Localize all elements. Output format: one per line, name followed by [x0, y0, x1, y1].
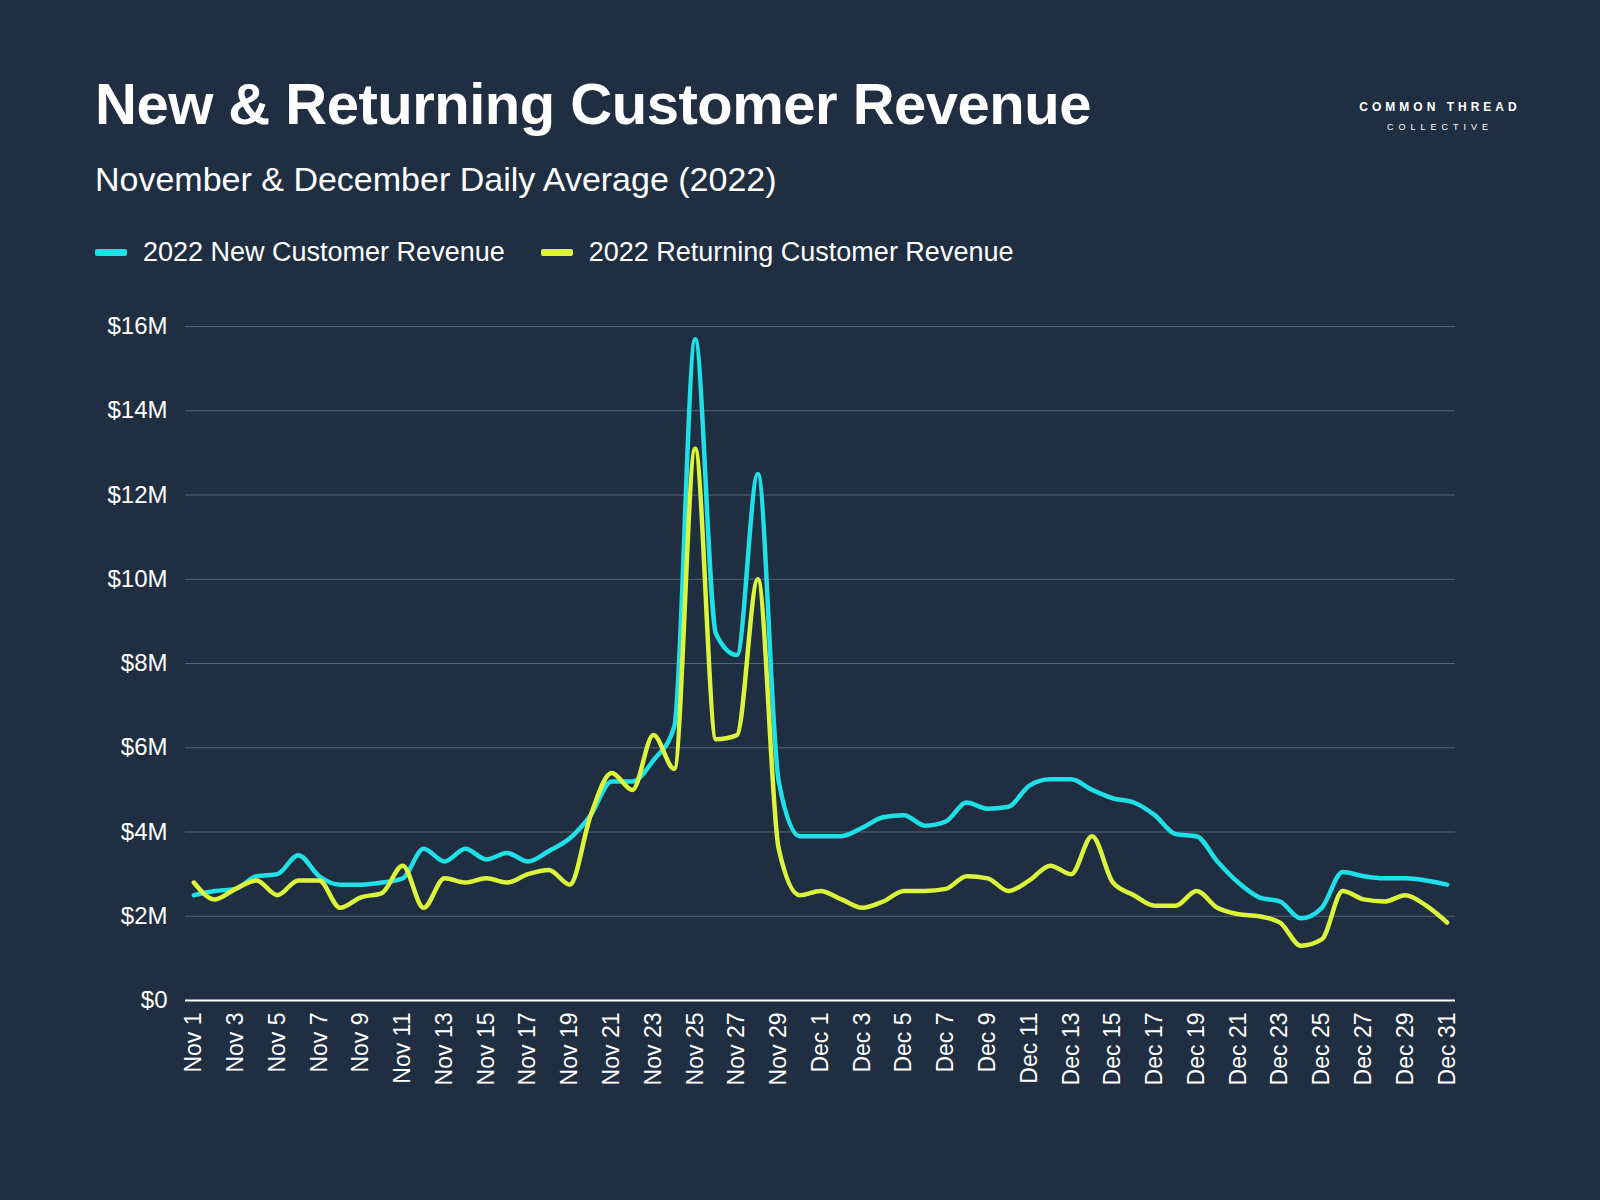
svg-text:Dec 7: Dec 7: [932, 1013, 958, 1073]
svg-text:$2M: $2M: [121, 902, 168, 929]
svg-text:Nov 11: Nov 11: [389, 1013, 415, 1084]
svg-text:Nov 5: Nov 5: [264, 1013, 290, 1073]
svg-text:$16M: $16M: [107, 312, 167, 339]
svg-text:Nov 21: Nov 21: [598, 1013, 624, 1086]
html-text:2022 Returning Customer Revenu: 2022 Returning Customer Revenue: [588, 237, 1014, 267]
svg-text:Dec 15: Dec 15: [1099, 1013, 1125, 1086]
svg-text:Dec 23: Dec 23: [1266, 1013, 1292, 1086]
svg-text:Dec 3: Dec 3: [849, 1013, 875, 1073]
html-text:COMMON THREAD: COMMON THREAD: [1359, 100, 1521, 114]
svg-text:Dec 13: Dec 13: [1058, 1013, 1084, 1086]
svg-text:$12M: $12M: [107, 481, 167, 508]
svg-text:Nov 13: Nov 13: [431, 1013, 457, 1086]
html-text:November & December Daily Aver: November & December Daily Average (2022): [95, 160, 777, 198]
svg-text:$14M: $14M: [107, 396, 167, 423]
svg-text:$4M: $4M: [121, 818, 168, 845]
svg-text:Nov 17: Nov 17: [514, 1013, 540, 1086]
html-text:New & Returning Customer Reven: New & Returning Customer Revenue: [95, 71, 1091, 136]
svg-text:Nov 7: Nov 7: [306, 1013, 332, 1073]
svg-text:Dec 5: Dec 5: [890, 1013, 916, 1073]
svg-text:Dec 1: Dec 1: [807, 1013, 833, 1073]
svg-text:Dec 31: Dec 31: [1434, 1013, 1460, 1086]
svg-text:Nov 19: Nov 19: [556, 1013, 582, 1086]
svg-text:Dec 9: Dec 9: [974, 1013, 1000, 1073]
svg-text:$8M: $8M: [121, 649, 168, 676]
svg-text:Dec 27: Dec 27: [1350, 1013, 1376, 1086]
svg-text:Dec 29: Dec 29: [1392, 1013, 1418, 1086]
svg-text:Nov 3: Nov 3: [222, 1013, 248, 1073]
svg-text:Nov 9: Nov 9: [347, 1013, 373, 1073]
svg-text:Dec 19: Dec 19: [1183, 1013, 1209, 1086]
svg-text:Dec 11: Dec 11: [1016, 1013, 1042, 1084]
html-text:COLLECTIVE: COLLECTIVE: [1387, 122, 1493, 132]
svg-text:Nov 1: Nov 1: [180, 1013, 206, 1073]
svg-text:Dec 17: Dec 17: [1141, 1013, 1167, 1086]
svg-text:Nov 25: Nov 25: [682, 1013, 708, 1086]
svg-text:Dec 25: Dec 25: [1308, 1013, 1334, 1086]
svg-text:$10M: $10M: [107, 565, 167, 592]
svg-text:Nov 27: Nov 27: [723, 1013, 749, 1086]
svg-text:Dec 21: Dec 21: [1225, 1013, 1251, 1086]
svg-text:Nov 15: Nov 15: [473, 1013, 499, 1086]
svg-text:Nov 23: Nov 23: [640, 1013, 666, 1086]
html-text:2022 New Customer Revenue: 2022 New Customer Revenue: [143, 237, 505, 267]
svg-text:$6M: $6M: [121, 733, 168, 760]
svg-text:$0: $0: [141, 986, 168, 1013]
svg-text:Nov 29: Nov 29: [765, 1013, 791, 1086]
